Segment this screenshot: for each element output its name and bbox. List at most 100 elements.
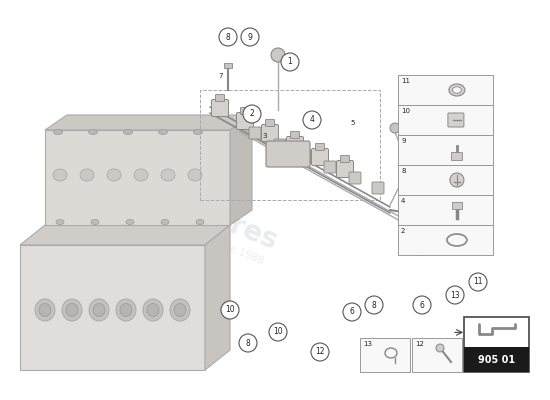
Polygon shape [45,115,252,130]
Ellipse shape [188,169,202,181]
Circle shape [241,28,259,46]
Text: a passion for parts since 1988: a passion for parts since 1988 [115,198,265,266]
Text: 8: 8 [401,168,405,174]
Ellipse shape [408,228,422,236]
Circle shape [271,48,285,62]
Text: 8: 8 [226,32,230,42]
FancyBboxPatch shape [448,113,464,127]
Circle shape [436,344,444,352]
FancyBboxPatch shape [287,136,304,154]
Ellipse shape [147,304,159,316]
FancyBboxPatch shape [398,135,493,165]
Circle shape [413,296,431,314]
FancyBboxPatch shape [266,141,310,167]
FancyBboxPatch shape [349,172,361,184]
Circle shape [281,53,299,71]
Ellipse shape [124,130,133,134]
Text: 8: 8 [246,338,250,348]
Text: 11: 11 [401,78,410,84]
Text: 6: 6 [420,300,425,310]
Text: 905 01: 905 01 [478,355,515,365]
FancyBboxPatch shape [464,347,529,372]
FancyBboxPatch shape [398,105,493,135]
Ellipse shape [126,220,134,224]
Ellipse shape [66,304,78,316]
Ellipse shape [80,169,94,181]
Ellipse shape [196,220,204,224]
Ellipse shape [56,220,64,224]
Ellipse shape [170,299,190,321]
Text: 9: 9 [401,138,405,144]
Circle shape [303,111,321,129]
Ellipse shape [116,299,136,321]
Ellipse shape [53,130,63,134]
Circle shape [239,334,257,352]
Ellipse shape [161,169,175,181]
Ellipse shape [35,299,55,321]
Text: 5: 5 [350,120,354,126]
Polygon shape [20,225,230,245]
FancyBboxPatch shape [274,139,286,151]
Text: 11: 11 [473,278,483,286]
Polygon shape [45,130,230,225]
Text: 3: 3 [262,133,267,139]
Ellipse shape [120,304,132,316]
Text: 13: 13 [363,341,372,347]
Ellipse shape [134,169,148,181]
FancyBboxPatch shape [236,112,254,130]
FancyBboxPatch shape [464,317,529,372]
Text: 7: 7 [218,73,223,79]
Ellipse shape [453,87,461,93]
Circle shape [221,301,239,319]
Text: 9: 9 [248,32,252,42]
Circle shape [390,123,400,133]
Text: 1: 1 [288,58,293,66]
FancyBboxPatch shape [452,202,462,209]
Circle shape [446,286,464,304]
Ellipse shape [89,130,97,134]
Circle shape [469,273,487,291]
Ellipse shape [143,299,163,321]
Ellipse shape [62,299,82,321]
FancyBboxPatch shape [452,152,463,160]
Ellipse shape [89,299,109,321]
FancyBboxPatch shape [249,127,261,139]
Text: 10: 10 [401,108,410,114]
FancyBboxPatch shape [266,120,274,126]
Ellipse shape [174,304,186,316]
Ellipse shape [93,304,105,316]
FancyBboxPatch shape [261,124,278,142]
Text: 6: 6 [350,308,354,316]
FancyBboxPatch shape [316,144,324,150]
FancyBboxPatch shape [412,338,462,372]
Ellipse shape [53,169,67,181]
Ellipse shape [39,304,51,316]
FancyBboxPatch shape [360,338,410,372]
Polygon shape [205,225,230,370]
Text: 4: 4 [401,198,405,204]
Circle shape [343,303,361,321]
Text: 8: 8 [372,300,376,310]
Text: 4: 4 [310,116,315,124]
Ellipse shape [161,220,169,224]
Text: 12: 12 [315,348,324,356]
Circle shape [450,173,464,187]
Text: eurospares: eurospares [108,164,282,256]
FancyBboxPatch shape [240,108,250,114]
Circle shape [243,105,261,123]
Text: 12: 12 [415,341,424,347]
Circle shape [311,343,329,361]
Text: 2: 2 [250,110,254,118]
FancyBboxPatch shape [311,148,328,166]
FancyBboxPatch shape [372,182,384,194]
Polygon shape [20,245,205,370]
Circle shape [365,296,383,314]
FancyBboxPatch shape [337,160,354,178]
Text: 10: 10 [225,306,235,314]
Ellipse shape [194,130,202,134]
Circle shape [269,323,287,341]
FancyBboxPatch shape [299,150,311,162]
FancyBboxPatch shape [340,156,349,162]
Circle shape [219,28,237,46]
FancyBboxPatch shape [398,75,493,105]
